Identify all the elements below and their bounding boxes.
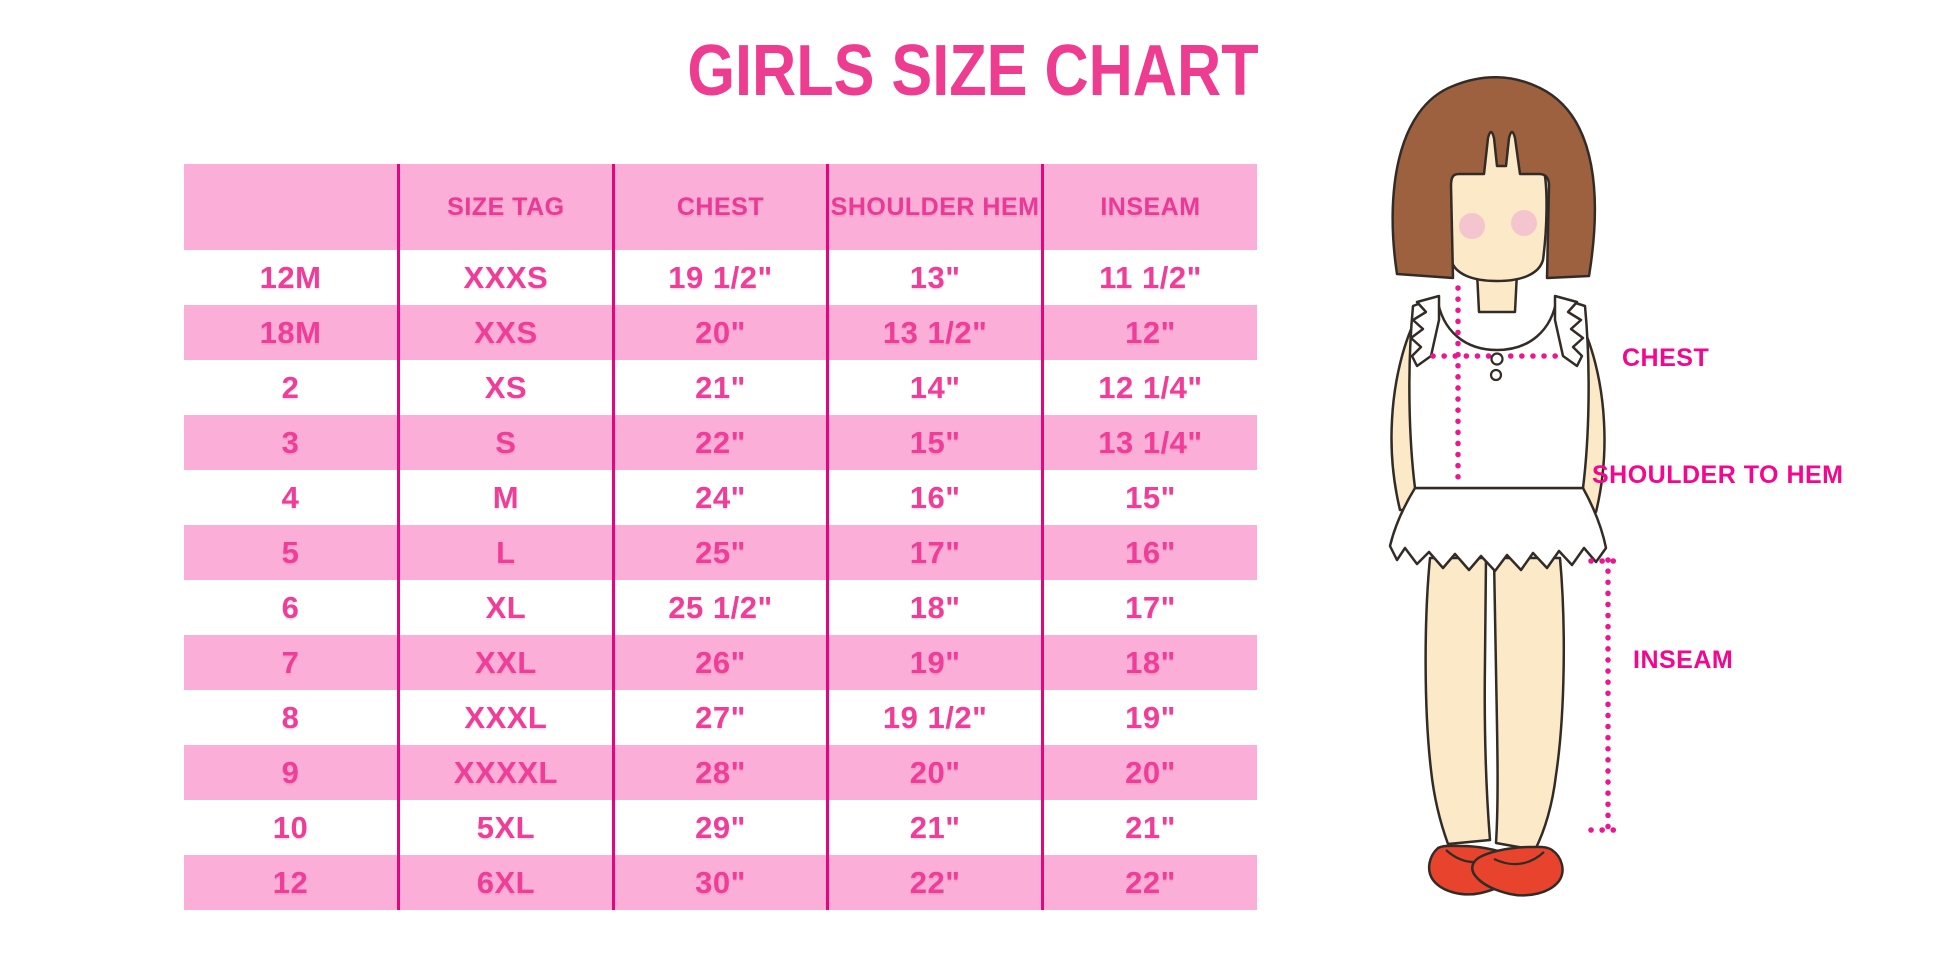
table-row: 6 XL 25 1/2" 18" 17" [184, 580, 1257, 635]
chest-label: CHEST [1622, 344, 1710, 372]
table-cell: 12 1/4" [1040, 360, 1257, 415]
table-cell: XXL [397, 635, 614, 690]
table-cell: 12 [272, 864, 309, 900]
hair [1391, 76, 1597, 280]
table-cell: 20" [826, 745, 1043, 800]
table-cell: 20" [611, 305, 828, 360]
table-cell: 11 1/2" [1040, 250, 1257, 305]
table-cell: 17" [1040, 580, 1257, 635]
table-cell: 12M [259, 259, 322, 295]
table-cell: 30" [611, 855, 828, 910]
skirt [1388, 486, 1608, 573]
table-cell: S [397, 415, 614, 470]
table-cell: 25 1/2" [611, 580, 828, 635]
column-header-inseam: INSEAM [1040, 164, 1257, 250]
bottom-button [1489, 368, 1503, 382]
table-cell: 19 1/2" [611, 250, 828, 305]
table-cell: 18M [259, 314, 322, 350]
table-cell: 6XL [397, 855, 614, 910]
table-cell: 8 [281, 699, 300, 735]
right-cheek [1511, 210, 1537, 236]
page-title-text: GIRLS SIZE CHART [687, 31, 1259, 111]
table-cell: 2 [281, 369, 300, 405]
table-cell: 26" [611, 635, 828, 690]
table-cell: XXXL [397, 690, 614, 745]
table-cell: XXXS [397, 250, 614, 305]
top-button [1490, 352, 1504, 366]
table-cell: 24" [611, 470, 828, 525]
table-cell: XXS [397, 305, 614, 360]
table-row: 9 XXXXL 28" 20" 20" [184, 745, 1257, 800]
column-header-blank [184, 164, 399, 250]
table-cell: 9 [281, 754, 300, 790]
table-cell: 13" [826, 250, 1043, 305]
right-shoe-strap [1493, 851, 1545, 866]
table-cell: XS [397, 360, 614, 415]
table-cell: 16" [826, 470, 1043, 525]
table-cell: 15" [826, 415, 1043, 470]
table-row: 4 M 24" 16" 15" [184, 470, 1257, 525]
table-cell: 13 1/2" [826, 305, 1043, 360]
table-cell: 3 [281, 424, 300, 460]
table-cell: M [397, 470, 614, 525]
table-cell: 29" [611, 800, 828, 855]
table-cell: 21" [826, 800, 1043, 855]
table-cell: 19" [826, 635, 1043, 690]
size-table-body: 12M XXXS 19 1/2" 13" 11 1/2" 18M XXS 20" 13 1/2"… [184, 250, 1257, 910]
page-title: GIRLS SIZE CHART [0, 30, 1946, 112]
table-cell: 10 [272, 809, 309, 845]
table-cell: 14" [826, 360, 1043, 415]
column-header-chest: CHEST [611, 164, 828, 250]
table-cell: 18" [1040, 635, 1257, 690]
table-cell: 19 1/2" [826, 690, 1043, 745]
table-cell: XXXXL [397, 745, 614, 800]
table-row: 10 5XL 29" 21" 21" [184, 800, 1257, 855]
table-cell: 15" [1040, 470, 1257, 525]
table-cell: 7 [281, 644, 300, 680]
table-cell: 6 [281, 589, 300, 625]
column-header-shoulder-hem: SHOULDER HEM [826, 164, 1043, 250]
table-cell: 4 [281, 479, 300, 515]
table-row: 12M XXXS 19 1/2" 13" 11 1/2" [184, 250, 1257, 305]
table-row: 8 XXXL 27" 19 1/2" 19" [184, 690, 1257, 745]
table-cell: 5XL [397, 800, 614, 855]
left-leg [1424, 556, 1492, 846]
right-leg [1492, 556, 1566, 852]
table-cell: 21" [1040, 800, 1257, 855]
table-cell: 22" [1040, 855, 1257, 910]
bodice [1408, 295, 1590, 490]
table-cell: 18" [826, 580, 1043, 635]
table-cell: 20" [1040, 745, 1257, 800]
inseam-label: INSEAM [1633, 646, 1734, 674]
table-cell: 25" [611, 525, 828, 580]
table-row: 12 6XL 30" 22" 22" [184, 855, 1257, 910]
right-shoulder-ruffle [1553, 294, 1585, 368]
table-row: 5 L 25" 17" 16" [184, 525, 1257, 580]
shoulder-to-hem-label: SHOULDER TO HEM [1592, 461, 1844, 489]
table-cell: 12" [1040, 305, 1257, 360]
table-cell: 27" [611, 690, 828, 745]
column-header-size-tag: SIZE TAG [397, 164, 614, 250]
table-cell: 13 1/4" [1040, 415, 1257, 470]
table-cell: 17" [826, 525, 1043, 580]
table-cell: 22" [826, 855, 1043, 910]
table-cell: 16" [1040, 525, 1257, 580]
table-row: 3 S 22" 15" 13 1/4" [184, 415, 1257, 470]
table-row: 2 XS 21" 14" 12 1/4" [184, 360, 1257, 415]
table-row: 18M XXS 20" 13 1/2" 12" [184, 305, 1257, 360]
size-table: SIZE TAG CHEST SHOULDER HEM INSEAM 12M XX… [184, 164, 1257, 910]
girl-illustration [1388, 76, 1620, 897]
table-cell: XL [397, 580, 614, 635]
table-cell: 21" [611, 360, 828, 415]
table-cell: 28" [611, 745, 828, 800]
table-cell: 22" [611, 415, 828, 470]
table-row: 7 XXL 26" 19" 18" [184, 635, 1257, 690]
table-cell: 5 [281, 534, 300, 570]
left-shoulder-ruffle [1409, 294, 1441, 368]
table-cell: L [397, 525, 614, 580]
table-header-row: SIZE TAG CHEST SHOULDER HEM INSEAM [184, 164, 1257, 250]
left-cheek [1459, 213, 1485, 239]
table-cell: 19" [1040, 690, 1257, 745]
